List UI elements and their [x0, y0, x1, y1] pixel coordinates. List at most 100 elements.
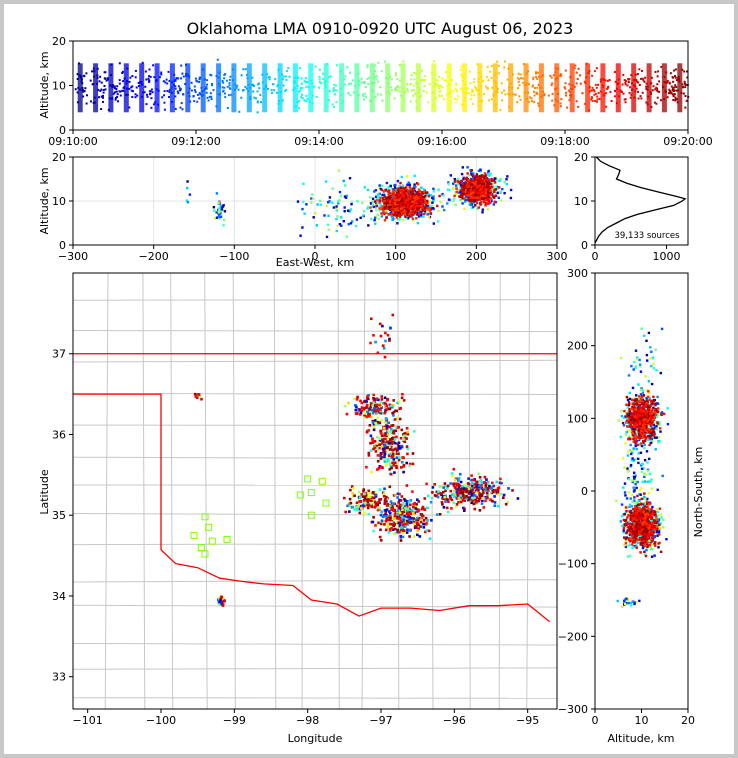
east-west-point — [457, 191, 460, 194]
map-source-point — [379, 443, 383, 446]
north-south-point — [643, 495, 646, 499]
east-west-point — [361, 201, 364, 205]
east-west-point — [486, 193, 489, 196]
time-height-point — [684, 83, 687, 86]
county-line — [273, 273, 277, 709]
map-source-point — [493, 504, 497, 507]
map-source-point — [381, 441, 384, 445]
map-source-point — [382, 344, 385, 347]
east-west-point — [470, 183, 473, 186]
time-height-point — [118, 79, 121, 82]
time-height-point — [106, 78, 109, 81]
map-source-point — [380, 434, 384, 437]
time-height-point — [563, 86, 566, 89]
map-source-point — [392, 524, 395, 528]
time-height-point — [210, 95, 213, 98]
map-source-point — [472, 491, 475, 495]
map-source-point — [372, 516, 375, 519]
east-west-point — [422, 188, 425, 191]
north-south-point — [655, 415, 658, 419]
map-source-point — [406, 528, 409, 531]
east-west-point — [390, 200, 394, 203]
time-height-point — [501, 91, 503, 94]
time-height-point — [301, 82, 303, 85]
east-west-point — [399, 186, 403, 190]
east-west-point — [411, 193, 415, 196]
time-height-point — [268, 76, 271, 79]
east-west-point — [474, 193, 477, 196]
time-height-column — [462, 63, 468, 113]
map-source-point — [382, 449, 385, 453]
map-source-point — [390, 424, 393, 427]
time-height-point — [228, 84, 231, 87]
north-south-point — [624, 433, 628, 436]
time-height-point — [638, 68, 641, 71]
map-source-point — [379, 429, 382, 433]
map-source-point — [361, 495, 365, 498]
map-source-point — [343, 496, 346, 500]
east-west-point — [467, 179, 470, 182]
east-west-point — [351, 220, 354, 223]
map-source-point — [384, 437, 387, 441]
east-west-point — [392, 191, 395, 195]
east-west-point — [404, 215, 407, 218]
east-west-point — [466, 190, 469, 193]
time-height-point — [412, 84, 415, 87]
time-height-point — [518, 78, 521, 81]
map-source-point — [397, 400, 401, 403]
east-west-point — [215, 216, 219, 219]
east-west-point — [494, 188, 497, 191]
east-west-point — [327, 214, 330, 217]
map-ylabel: Latitude — [38, 469, 51, 515]
time-height-point — [305, 77, 307, 80]
time-height-xtick-label: 09:20:00 — [663, 135, 712, 148]
east-west-point — [470, 173, 474, 177]
map-source-point — [463, 499, 466, 502]
map-ytick-label: 33 — [52, 671, 66, 684]
map-source-point — [399, 447, 402, 450]
map-source-point — [418, 535, 422, 538]
map-source-point — [392, 404, 395, 407]
time-height-point — [412, 89, 415, 91]
map-source-point — [367, 415, 371, 418]
map-source-point — [499, 492, 503, 496]
east-west-point — [323, 214, 326, 217]
map-source-point — [473, 507, 477, 511]
east-west-point — [469, 192, 473, 195]
time-height-column — [569, 63, 575, 113]
map-source-point — [373, 491, 377, 494]
east-west-point — [426, 213, 429, 216]
map-source-point — [359, 413, 362, 416]
map-source-point — [387, 504, 390, 507]
map-source-point — [414, 505, 418, 509]
map-source-point — [422, 526, 426, 529]
east-west-point — [379, 203, 382, 206]
map-source-point — [422, 519, 426, 522]
north-south-point — [627, 404, 631, 407]
east-west-point — [409, 188, 412, 191]
county-line — [73, 299, 557, 301]
time-height-point — [628, 91, 631, 94]
east-west-point — [438, 194, 441, 198]
east-west-point — [371, 205, 374, 208]
time-height-point — [456, 98, 459, 101]
east-west-point — [466, 188, 469, 191]
east-west-point — [455, 190, 458, 194]
map-source-point — [388, 504, 392, 508]
map-source-point — [408, 517, 411, 521]
map-source-point — [391, 506, 394, 509]
time-height-point — [660, 99, 662, 102]
east-west-point — [431, 201, 434, 204]
map-source-point — [413, 511, 417, 515]
east-west-point — [383, 202, 386, 205]
time-height-point — [116, 93, 119, 96]
east-west-point — [477, 193, 481, 196]
time-height-point — [131, 85, 134, 88]
east-west-point — [483, 188, 486, 191]
east-west-point — [455, 184, 458, 187]
map-source-point — [427, 529, 431, 533]
east-west-xtick-label: 0 — [312, 250, 319, 263]
time-height-point — [318, 86, 320, 89]
map-source-point — [398, 530, 401, 534]
map-source-point — [394, 531, 398, 535]
